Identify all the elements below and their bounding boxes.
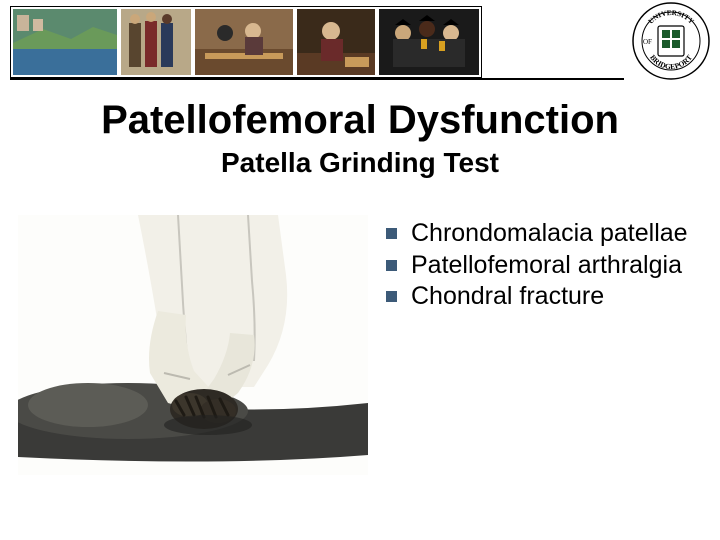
header-photo-1 [13,9,117,75]
square-bullet-icon [386,228,397,239]
header: UNIVERSITY BRIDGEPORT OF [0,0,720,88]
header-photo-2 [121,9,191,75]
square-bullet-icon [386,291,397,302]
slide-subtitle: Patella Grinding Test [0,147,720,179]
list-item-text: Chondral fracture [411,282,604,312]
content-area: Chrondomalacia patellae Patellofemoral a… [0,215,720,475]
slide-title: Patellofemoral Dysfunction [0,98,720,143]
square-bullet-icon [386,260,397,271]
list-item-text: Patellofemoral arthralgia [411,251,682,281]
list-item: Chrondomalacia patellae [386,219,688,249]
university-seal-icon: UNIVERSITY BRIDGEPORT OF [632,2,710,80]
clinical-test-figure [18,215,368,475]
list-item-text: Chrondomalacia patellae [411,219,688,249]
bullet-list: Chrondomalacia patellae Patellofemoral a… [386,215,688,475]
list-item: Chondral fracture [386,282,688,312]
svg-text:OF: OF [643,38,652,46]
header-photo-4 [297,9,375,75]
header-rule [10,78,624,80]
header-photo-row [10,6,482,78]
list-item: Patellofemoral arthralgia [386,251,688,281]
header-photo-3 [195,9,293,75]
header-photo-5 [379,9,479,75]
